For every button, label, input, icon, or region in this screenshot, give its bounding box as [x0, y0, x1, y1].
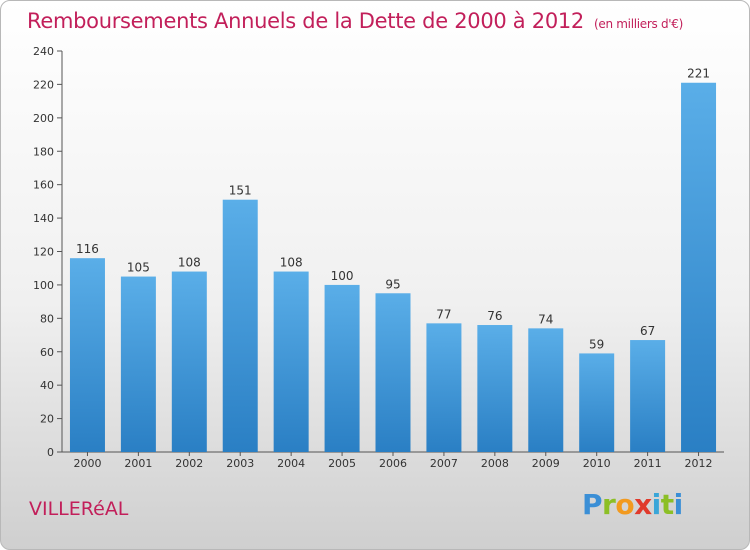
y-tick-label: 40	[40, 379, 54, 392]
data-label: 95	[385, 277, 400, 291]
bar-2003	[222, 199, 258, 452]
y-tick-label: 80	[40, 312, 54, 325]
x-tick-label: 2011	[634, 457, 662, 470]
y-tick-label: 20	[40, 413, 54, 426]
data-label: 59	[589, 337, 604, 351]
data-label: 116	[76, 242, 99, 256]
logo-letter: t	[660, 488, 674, 521]
bar-2008	[477, 325, 513, 452]
bar-2006	[375, 293, 411, 452]
x-tick-label: 2000	[73, 457, 101, 470]
logo-letter: o	[615, 488, 635, 521]
y-tick-label: 240	[33, 45, 54, 58]
y-tick-label: 120	[33, 246, 54, 259]
logo-letter: i	[651, 488, 662, 521]
x-tick-label: 2005	[328, 457, 356, 470]
bar-2000	[69, 258, 105, 452]
data-label: 100	[331, 269, 354, 283]
data-label: 76	[487, 309, 502, 323]
x-tick-label: 2006	[379, 457, 407, 470]
logo-letter: r	[602, 488, 616, 521]
y-tick-label: 200	[33, 112, 54, 125]
y-tick-label: 100	[33, 279, 54, 292]
x-tick-label: 2008	[481, 457, 509, 470]
y-tick-label: 180	[33, 145, 54, 158]
y-tick-label: 60	[40, 346, 54, 359]
commune-name: VILLERéAL	[29, 498, 129, 520]
y-tick-label: 140	[33, 212, 54, 225]
chart-subtitle: (en milliers d'€)	[594, 17, 684, 31]
x-tick-label: 2001	[124, 457, 152, 470]
bar-2002	[171, 271, 207, 452]
y-tick-label: 0	[47, 446, 54, 459]
proxiti-logo: Proxiti	[582, 488, 683, 521]
data-label: 108	[280, 256, 303, 270]
x-tick-label: 2009	[532, 457, 560, 470]
logo-letter: P	[582, 488, 603, 521]
data-label: 221	[687, 67, 710, 81]
data-label: 67	[640, 324, 655, 338]
bar-2011	[630, 340, 666, 452]
x-tick-label: 2002	[175, 457, 203, 470]
logo-letter: i	[673, 488, 684, 521]
logo-letter: x	[634, 488, 652, 521]
chart-title: Remboursements Annuels de la Dette de 20…	[27, 9, 683, 33]
x-tick-label: 2010	[583, 457, 611, 470]
x-tick-label: 2003	[226, 457, 254, 470]
x-tick-label: 2004	[277, 457, 305, 470]
data-label: 77	[436, 307, 451, 321]
data-label: 74	[538, 312, 553, 326]
y-tick-label: 160	[33, 179, 54, 192]
y-tick-label: 220	[33, 78, 54, 91]
x-tick-label: 2012	[685, 457, 713, 470]
bar-2001	[120, 276, 156, 452]
bar-2004	[273, 271, 309, 452]
bar-2007	[426, 323, 462, 452]
bar-2010	[579, 353, 615, 452]
data-label: 151	[229, 184, 252, 198]
data-label: 108	[178, 256, 201, 270]
bar-2009	[528, 328, 564, 452]
data-label: 105	[127, 261, 150, 275]
title-text: Remboursements Annuels de la Dette de 20…	[27, 9, 584, 33]
x-tick-label: 2007	[430, 457, 458, 470]
bar-2005	[324, 284, 360, 452]
bar-2012	[681, 82, 717, 452]
